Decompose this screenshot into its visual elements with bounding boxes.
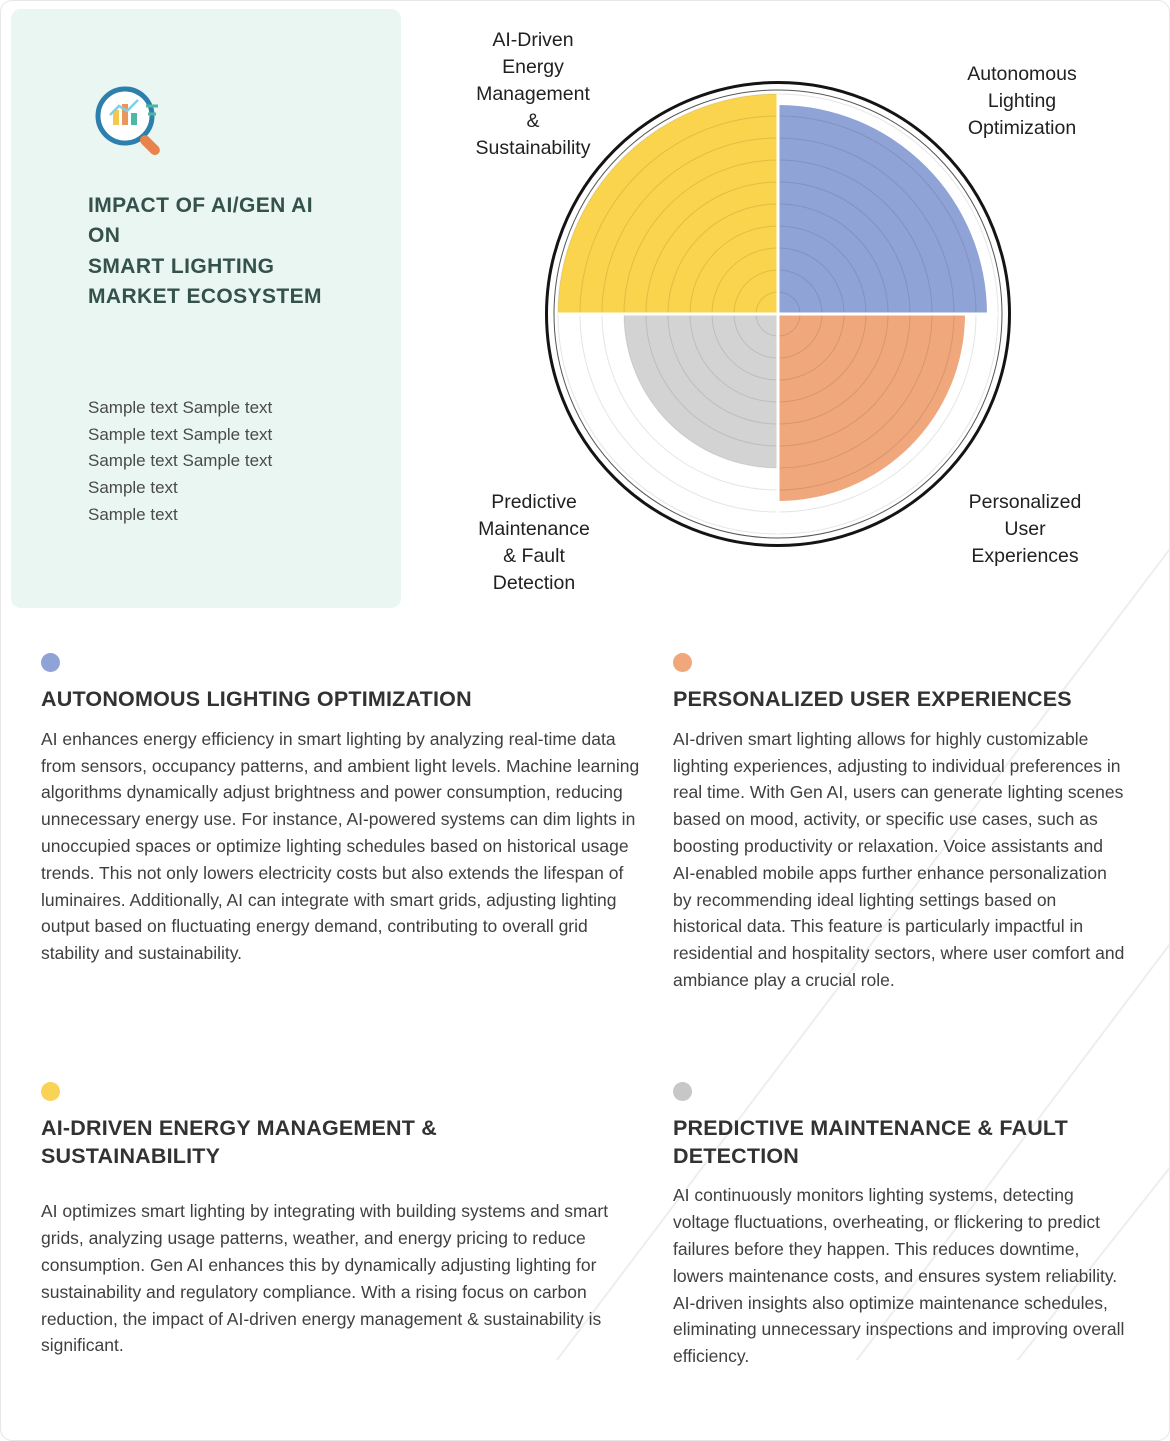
magnifier-chart-icon — [88, 79, 174, 165]
section-title: PREDICTIVE MAINTENANCE & FAULT DETECTION — [673, 1115, 1068, 1168]
section-title: AI-DRIVEN ENERGY MANAGEMENT & SUSTAINABI… — [41, 1115, 438, 1168]
legend-dot-gray — [673, 1081, 692, 1101]
section-autonomous-lighting: AUTONOMOUS LIGHTING OPTIMIZATION AI enha… — [41, 653, 641, 994]
legend-dot-yellow — [41, 1081, 60, 1101]
legend-dot-orange — [673, 653, 692, 672]
legend-dot-blue — [41, 653, 60, 672]
section-personalized-experiences: PERSONALIZED USER EXPERIENCES AI-driven … — [673, 653, 1125, 994]
section-body: AI enhances energy efficiency in smart l… — [41, 728, 640, 964]
sections-grid: AUTONOMOUS LIGHTING OPTIMIZATION AI enha… — [1, 613, 1169, 1440]
chart-label-lighting-optimization: Autonomous Lighting Optimization — [967, 63, 1077, 139]
section-energy-management: AI-DRIVEN ENERGY MANAGEMENT & SUSTAINABI… — [41, 1081, 641, 1370]
section-title: PERSONALIZED USER EXPERIENCES — [673, 687, 1072, 711]
section-predictive-maintenance: PREDICTIVE MAINTENANCE & FAULT DETECTION… — [673, 1081, 1125, 1370]
quadrant-chart-svg — [545, 81, 1011, 547]
chart-label-predictive-maintenance: Predictive Maintenance & Fault Detection — [478, 491, 590, 594]
chart-label-user-experiences: Personalized User Experiences — [968, 491, 1082, 567]
page-title: IMPACT OF AI/GEN AI ON SMART LIGHTING MA… — [88, 194, 322, 309]
chart-label-energy-management: AI-Driven Energy Management & Sustainabi… — [475, 29, 591, 159]
title-panel: IMPACT OF AI/GEN AI ON SMART LIGHTING MA… — [11, 9, 401, 608]
section-title: AUTONOMOUS LIGHTING OPTIMIZATION — [41, 687, 472, 711]
section-body: AI continuously monitors lighting system… — [673, 1185, 1125, 1367]
section-body: AI optimizes smart lighting by integrati… — [41, 1201, 609, 1356]
sample-text: Sample text Sample text Sample text Samp… — [88, 397, 273, 525]
header-region: IMPACT OF AI/GEN AI ON SMART LIGHTING MA… — [1, 1, 1169, 613]
quadrant-chart: AI-Driven Energy Management & Sustainabi… — [401, 1, 1169, 613]
section-body: AI-driven smart lighting allows for high… — [673, 728, 1125, 990]
